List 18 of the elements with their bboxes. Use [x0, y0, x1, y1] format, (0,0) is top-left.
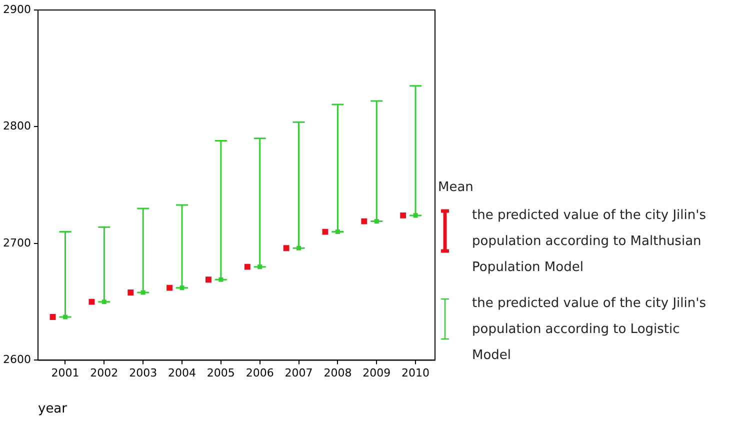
x-tick-label: 2010	[402, 366, 430, 380]
legend-label: the predicted value of the city Jilin's population according to Logistic Model	[472, 295, 707, 365]
x-tick-label: 2004	[168, 366, 196, 380]
x-tick-label: 2007	[284, 366, 313, 380]
y-tick-label: 2800	[2, 120, 31, 133]
x-tick-label: 2006	[246, 366, 274, 380]
x-tick-label: 2009	[362, 366, 391, 380]
x-axis-title: year	[38, 402, 68, 417]
x-tick-label: 2001	[51, 366, 80, 380]
legend-label: the predicted value of the city Jilin's population according to Malthusian Population Model	[472, 207, 707, 277]
x-tick-label: 2008	[324, 366, 352, 380]
x-tick-label: 2005	[206, 366, 235, 380]
legend-title: Mean	[438, 180, 474, 195]
y-tick-label: 2700	[2, 236, 31, 250]
y-tick-label: 2900	[2, 2, 31, 16]
x-tick-label: 2002	[90, 366, 118, 380]
x-tick-label: 2003	[129, 366, 158, 380]
y-tick-label: 2600	[2, 353, 31, 366]
